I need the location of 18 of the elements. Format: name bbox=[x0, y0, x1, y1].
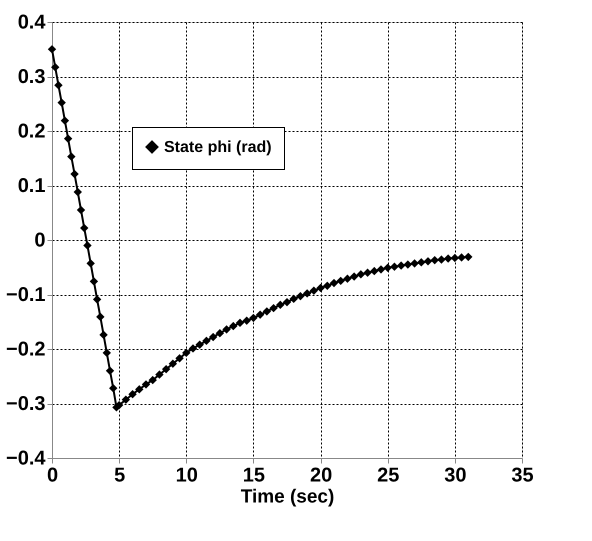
y-tick-label: 0 bbox=[34, 230, 46, 252]
y-tick-label: 0.1 bbox=[18, 175, 46, 197]
y-tick-label: 0.2 bbox=[18, 120, 46, 142]
y-tick-label: −0.1 bbox=[6, 284, 46, 306]
legend-label: State phi (rad) bbox=[164, 139, 272, 156]
x-tick-label: 15 bbox=[242, 464, 266, 486]
y-tick-label: 0.3 bbox=[18, 66, 46, 88]
x-tick-label: 25 bbox=[377, 464, 400, 486]
x-tick-label: 30 bbox=[444, 464, 466, 486]
y-tick-label: 0.4 bbox=[18, 12, 46, 34]
y-tick-label: −0.3 bbox=[6, 393, 46, 415]
x-tick-label: 5 bbox=[114, 464, 126, 486]
x-tick-label: 20 bbox=[310, 464, 332, 486]
x-tick-label: 10 bbox=[176, 464, 198, 486]
x-tick-label: 35 bbox=[511, 464, 534, 486]
x-axis-title: Time (sec) bbox=[240, 486, 334, 508]
y-tick-label: −0.2 bbox=[6, 338, 46, 360]
y-tick-label: −0.4 bbox=[6, 448, 46, 470]
